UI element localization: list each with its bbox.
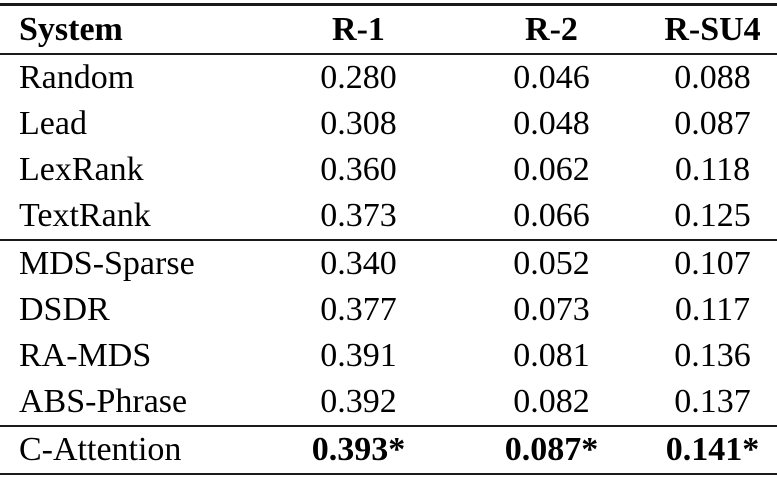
cell-r1: 0.377 [320, 291, 397, 328]
cell-rsu4: 0.117 [674, 291, 751, 328]
cell-r2: 0.081 [513, 337, 590, 374]
cell-system: C-Attention [0, 425, 262, 474]
table-row-dsdr: DSDR 0.377 0.073 0.117 [0, 287, 777, 333]
cell-system: DSDR [19, 291, 110, 328]
cell-r1: 0.391 [320, 337, 397, 374]
table-row-textrank: TextRank 0.373 0.066 0.125 [0, 193, 777, 240]
cell-system: ABS-Phrase [19, 383, 188, 420]
cell-rsu4: 0.087 [674, 105, 751, 142]
cell-r1: 0.392 [320, 383, 397, 420]
cell-r2: 0.082 [513, 383, 590, 420]
column-header-r1: R-1 [262, 4, 455, 55]
cell-r1: 0.360 [320, 151, 397, 188]
cell-r1: 0.373 [320, 197, 397, 234]
cell-rsu4: 0.141* [648, 425, 777, 474]
cell-r1: 0.340 [262, 239, 455, 287]
cell-r2: 0.087* [455, 425, 648, 474]
header-row: System R-1 R-2 R-SU4 [0, 4, 777, 55]
cell-system: Lead [19, 105, 87, 142]
cell-rsu4: 0.125 [674, 197, 751, 234]
column-header-rsu4: R-SU4 [648, 4, 777, 55]
cell-rsu4: 0.136 [674, 337, 751, 374]
cell-r2: 0.048 [513, 105, 590, 142]
cell-rsu4: 0.137 [674, 383, 751, 420]
results-table: System R-1 R-2 R-SU4 Random 0.280 0.046 … [0, 3, 777, 475]
cell-r2: 0.046 [513, 59, 590, 96]
cell-rsu4: 0.107 [648, 239, 777, 287]
cell-r1: 0.280 [320, 59, 397, 96]
cell-r2: 0.052 [455, 239, 648, 287]
cell-r1: 0.308 [320, 105, 397, 142]
cell-system: MDS-Sparse [0, 239, 262, 287]
cell-r2: 0.073 [513, 291, 590, 328]
table-row-mds-sparse: MDS-Sparse 0.340 0.052 0.107 [0, 239, 777, 287]
table-row-ra-mds: RA-MDS 0.391 0.081 0.136 [0, 333, 777, 379]
cell-rsu4: 0.118 [674, 151, 751, 188]
table-row-c-attention: C-Attention 0.393* 0.087* 0.141* [0, 425, 777, 474]
cell-system: LexRank [19, 151, 144, 188]
column-header-r2: R-2 [455, 4, 648, 55]
table-row-abs-phrase: ABS-Phrase 0.392 0.082 0.137 [0, 379, 777, 426]
cell-system: Random [19, 59, 135, 96]
cell-system: TextRank [19, 197, 151, 234]
cell-system: RA-MDS [19, 337, 152, 374]
column-header-system: System [0, 4, 262, 55]
table-row-random: Random 0.280 0.046 0.088 [0, 54, 777, 101]
table-row-lexrank: LexRank 0.360 0.062 0.118 [0, 147, 777, 193]
cell-r2: 0.062 [513, 151, 590, 188]
cell-r1: 0.393* [262, 425, 455, 474]
cell-r2: 0.066 [513, 197, 590, 234]
table-row-lead: Lead 0.308 0.048 0.087 [0, 101, 777, 147]
cell-rsu4: 0.088 [674, 59, 751, 96]
